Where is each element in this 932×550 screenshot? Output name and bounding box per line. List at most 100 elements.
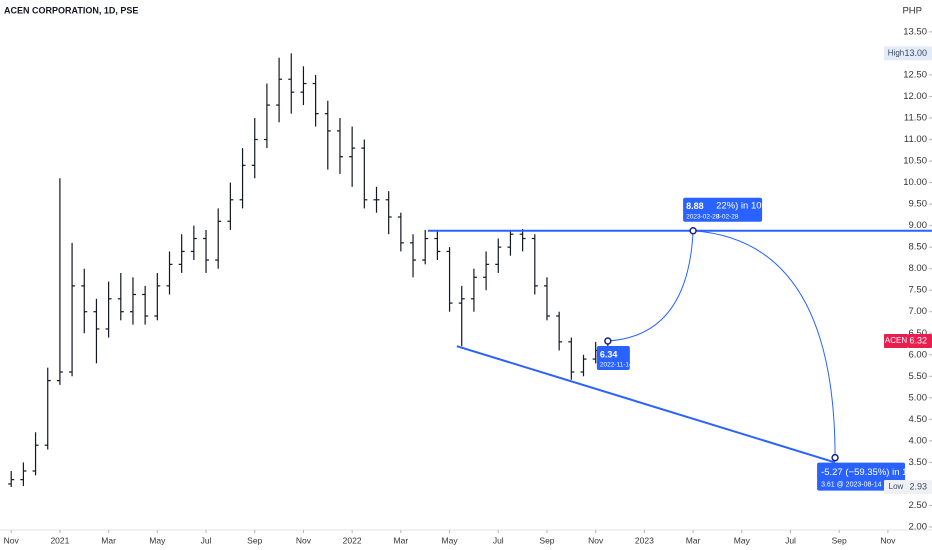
- x-tick-label: 2023: [635, 535, 654, 545]
- drawings: 6.34 2022-11-14 8.88 22%) in 106d 2023-02-28…: [427, 197, 932, 491]
- price-tag-name-box: [884, 333, 908, 348]
- x-tick-label: Jul: [201, 535, 212, 545]
- ohlc-bar: [531, 234, 538, 295]
- y-tick-label: 7.00: [909, 306, 928, 317]
- ohlc-bar: [251, 117, 258, 179]
- final-date: 3.61 @ 2023-08-14: [821, 482, 882, 489]
- start-date: 2022-11-14: [600, 362, 633, 369]
- ohlc-bar: [178, 234, 185, 273]
- y-tick-label: 9.50: [909, 199, 928, 210]
- x-tick-label: May: [149, 535, 166, 545]
- ohlc-bar: [44, 367, 51, 450]
- label-box: [683, 197, 763, 222]
- ohlc-bar: [129, 277, 136, 325]
- time-scale: [0, 530, 932, 550]
- y-tick-label: 12.00: [903, 91, 927, 102]
- price-tag-value: 6.32: [909, 335, 927, 345]
- chart-title: ACEN CORPORATION, 1D, PSE: [4, 5, 138, 15]
- x-tick-label: Sep: [539, 535, 554, 545]
- price-tag-name: ACEN: [885, 336, 907, 345]
- projection-curve: [607, 230, 694, 342]
- x-tick-label: May: [734, 535, 751, 545]
- y-tick-label: 10.50: [903, 156, 927, 167]
- ohlc-bar: [336, 117, 343, 174]
- ohlc-bar: [483, 251, 490, 291]
- x-tick-label: Sep: [832, 535, 847, 545]
- ohlc-bar: [263, 83, 270, 149]
- y-tick-label: 11.00: [904, 134, 927, 145]
- ohlc-bar: [227, 182, 234, 230]
- ohlc-bar: [105, 281, 112, 338]
- y-tick-label: 8.00: [909, 263, 928, 274]
- y-tick-label: 9.00: [909, 220, 928, 231]
- price-tag-name-box: [884, 479, 908, 494]
- y-tick-label: 2.00: [909, 522, 928, 533]
- x-tick-label: Mar: [101, 535, 116, 545]
- ohlc-bar: [312, 74, 319, 127]
- price-tag-value: 2.93: [909, 481, 927, 491]
- x-tick-label: 2022: [343, 535, 362, 545]
- price-tag-name: High: [888, 48, 904, 57]
- y-tick-label: 7.50: [909, 285, 928, 296]
- currency-label: PHP: [902, 6, 922, 17]
- label-box: [817, 462, 906, 491]
- ohlc-bar: [81, 268, 88, 334]
- projection-point: [689, 227, 697, 235]
- start-price: 6.34: [600, 349, 618, 359]
- ohlc-bar: [568, 337, 575, 380]
- ohlc-bar: [56, 178, 63, 385]
- ohlc-bar: [397, 212, 404, 252]
- target-date-echo: 3-02-28: [716, 213, 739, 220]
- ohlc-bar: [69, 242, 76, 377]
- ohlc-bar: [203, 229, 210, 273]
- y-tick-label: 5.00: [909, 392, 928, 403]
- ohlc-bar: [215, 208, 222, 269]
- ohlc-bar: [556, 311, 563, 351]
- x-tick-label: Jul: [493, 535, 504, 545]
- y-tick-label: 5.50: [909, 371, 928, 382]
- y-tick-label: 11.50: [904, 112, 927, 123]
- ohlc-bar: [324, 100, 331, 170]
- y-tick-label: 6.50: [909, 328, 928, 339]
- price-tag: [908, 46, 932, 61]
- ohlc-bar: [434, 229, 441, 261]
- ohlc-bar: [142, 285, 149, 325]
- ohlc-bar: [20, 462, 27, 487]
- y-tick-label: 2.50: [909, 500, 928, 511]
- x-tick-label: Mar: [394, 535, 409, 545]
- ohlc-bar: [361, 139, 368, 209]
- ohlc-bar: [8, 471, 15, 487]
- y-tick-label: 10.00: [903, 177, 927, 188]
- x-tick-label: Sep: [247, 535, 262, 545]
- ohlc-bar: [507, 229, 514, 256]
- projection-curve: [693, 230, 836, 458]
- ohlc-bar: [458, 285, 465, 347]
- y-tick-label: 4.50: [909, 414, 928, 425]
- ohlc-bar: [422, 229, 429, 265]
- x-tick-label: 2021: [50, 535, 69, 545]
- ohlc-bar: [349, 126, 356, 187]
- ohlc-bar: [300, 66, 307, 106]
- y-tick-label: 3.50: [909, 457, 928, 468]
- projection-point: [604, 337, 612, 345]
- x-tick-label: May: [442, 535, 459, 545]
- ohlc-bar: [519, 229, 526, 252]
- ohlc-bar: [93, 298, 100, 364]
- ohlc-bar: [276, 57, 283, 123]
- ohlc-bar: [446, 247, 453, 312]
- price-tag-name: Low: [889, 482, 904, 491]
- price-tag: [908, 333, 932, 348]
- ohlc-bar: [117, 272, 124, 321]
- x-tick-label: Nov: [4, 535, 20, 545]
- trend-line: [456, 345, 836, 464]
- target-price: 8.88: [686, 201, 704, 211]
- y-tick-label: 12.50: [903, 69, 927, 80]
- final-change: -5.27 (−59.35%) in 167d: [821, 467, 923, 478]
- ohlc-bar: [495, 238, 502, 273]
- ohlc-bar: [166, 251, 173, 295]
- ohlc-bar: [288, 53, 295, 114]
- ohlc-bar: [32, 432, 39, 476]
- y-tick-label: 6.00: [909, 349, 928, 360]
